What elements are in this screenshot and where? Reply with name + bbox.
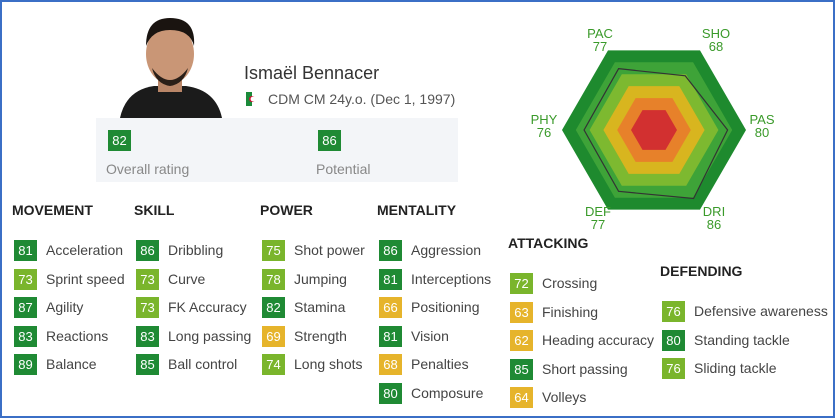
stat-badge: 82 xyxy=(262,297,285,318)
stat-badge: 78 xyxy=(262,268,285,290)
stat-name: Sprint speed xyxy=(46,270,125,287)
player-name: Ismaël Bennacer xyxy=(244,63,380,83)
flag xyxy=(246,92,258,106)
stat-name: Stamina xyxy=(294,299,346,315)
stat-name: Volleys xyxy=(542,389,587,405)
stat-name: Balance xyxy=(46,356,97,372)
stat-name: Jumping xyxy=(294,270,347,287)
stat-name: Curve xyxy=(168,270,206,287)
radar-value: 68 xyxy=(709,39,723,54)
stat-name: Sliding tackle xyxy=(694,360,777,376)
stat-name: Long passing xyxy=(168,327,252,344)
stat-name: Long shots xyxy=(294,356,363,372)
stat-badge: 68 xyxy=(379,354,402,375)
radar-label: SHO xyxy=(702,26,730,41)
stat-badge: 62 xyxy=(510,330,533,351)
stat-name: Strength xyxy=(294,327,347,344)
group-title: MOVEMENT xyxy=(12,202,93,218)
stat-badge: 76 xyxy=(662,358,685,379)
stat-badge: 83 xyxy=(136,325,159,347)
group-title: ATTACKING xyxy=(508,235,589,251)
stat-badge: 83 xyxy=(14,325,37,347)
group-title: POWER xyxy=(260,202,313,218)
player-photo xyxy=(112,8,228,118)
stat-badge: 81 xyxy=(14,240,37,261)
radar-ring xyxy=(631,110,677,150)
stat-name: Positioning xyxy=(411,299,480,315)
stat-name: Reactions xyxy=(46,327,109,344)
stat-badge: 64 xyxy=(510,387,533,408)
stat-name: Ball control xyxy=(168,356,238,372)
stat-badge: 85 xyxy=(136,354,159,375)
stat-name: Shot power xyxy=(294,242,365,258)
stat-badge: 74 xyxy=(262,354,285,375)
stat-badge: 81 xyxy=(379,325,402,347)
stat-badge: 69 xyxy=(262,325,285,347)
radar-label: PAS xyxy=(749,112,774,127)
group-title: MENTALITY xyxy=(377,202,457,218)
rating-label: Overall rating xyxy=(106,161,190,177)
radar-value: 76 xyxy=(537,125,551,140)
stat-badge: 66 xyxy=(379,297,402,318)
stat-name: Agility xyxy=(46,299,84,315)
radar-shape xyxy=(583,68,729,200)
stat-badge: 63 xyxy=(510,301,533,323)
radar-label: DEF xyxy=(585,204,611,219)
stat-name: Acceleration xyxy=(46,242,124,258)
stat-badge: 76 xyxy=(662,301,685,322)
stat-name: Short passing xyxy=(542,360,628,377)
rating-label: Potential xyxy=(316,161,371,177)
stat-name: Dribbling xyxy=(168,242,224,258)
stat-name: Interceptions xyxy=(411,270,492,287)
stat-name: Aggression xyxy=(411,242,482,258)
group-title: DEFENDING xyxy=(660,263,743,279)
stat-badge: 85 xyxy=(510,358,533,380)
stat-badge: 80 xyxy=(379,382,402,404)
stat-name: FK Accuracy xyxy=(168,299,247,315)
rating-badge: 86 xyxy=(318,130,341,151)
radar-label: PHY xyxy=(531,112,558,127)
radar-value: 80 xyxy=(755,125,769,140)
stat-badge: 73 xyxy=(14,268,37,290)
stat-badge: 81 xyxy=(379,268,402,290)
stat-badge: 86 xyxy=(136,240,159,261)
stat-name: Finishing xyxy=(542,303,599,320)
stat-name: Defensive awareness xyxy=(694,303,828,319)
group-title: SKILL xyxy=(134,202,175,218)
stat-badge: 86 xyxy=(379,240,402,261)
stat-badge: 72 xyxy=(510,273,533,294)
stat-name: Heading accuracy xyxy=(542,332,655,348)
radar-value: 77 xyxy=(591,217,605,232)
stat-name: Standing tackle xyxy=(694,331,790,348)
stat-badge: 87 xyxy=(14,297,37,318)
stat-badge: 75 xyxy=(262,240,285,261)
radar-label: DRI xyxy=(703,204,725,219)
stat-badge: 73 xyxy=(136,297,159,318)
stat-badge: 80 xyxy=(662,329,685,351)
radar-value: 77 xyxy=(593,39,607,54)
stat-name: Crossing xyxy=(542,275,598,291)
ratings-panel xyxy=(96,118,458,182)
radar-value: 86 xyxy=(707,217,721,232)
stat-badge: 73 xyxy=(136,268,159,290)
stat-name: Penalties xyxy=(411,356,469,372)
stat-badge: 89 xyxy=(14,354,37,375)
stat-name: Composure xyxy=(411,384,484,401)
radar-label: PAC xyxy=(587,26,613,41)
stat-name: Vision xyxy=(411,327,449,344)
player-info: CDM CM 24y.o. (Dec 1, 1997) xyxy=(268,91,456,107)
rating-badge: 82 xyxy=(108,130,131,151)
